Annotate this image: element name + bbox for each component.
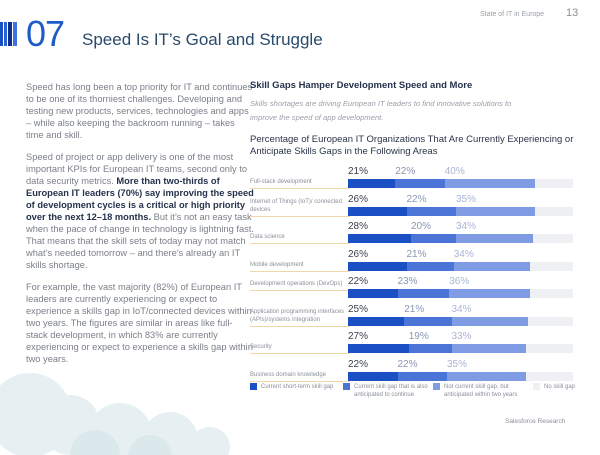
data-label: 35%	[456, 193, 477, 205]
paragraph-2-start: Speed of project or app delivery is one …	[26, 152, 248, 186]
data-label: 21%	[404, 303, 425, 315]
report-name: State of IT in Europe	[480, 11, 545, 18]
bar-segment	[408, 344, 452, 353]
row-label: Data science	[250, 233, 350, 244]
data-label: 22%	[395, 166, 416, 177]
source-credit: Salesforce Research	[505, 418, 566, 425]
bar-segment	[348, 289, 398, 298]
body-text: Speed has long been a top priority for I…	[26, 81, 254, 375]
row-label: Business domain knowledge	[250, 371, 350, 382]
legend-item: Current short-term skill gap	[250, 383, 333, 391]
data-label: 34%	[456, 221, 477, 232]
row-label: Security	[250, 343, 350, 354]
data-label: 28%	[348, 221, 369, 232]
legend-swatch	[250, 383, 257, 390]
bar-segment	[411, 234, 456, 243]
bar-segment	[406, 261, 454, 271]
bar-segment	[534, 206, 573, 216]
data-label: 26%	[348, 193, 369, 205]
bar-segment	[348, 371, 398, 381]
stripe	[0, 22, 3, 46]
row-label: Internet of Things (IoT)/ connected devi…	[250, 198, 350, 217]
bar-segment	[528, 316, 573, 326]
bar-segment	[348, 316, 405, 326]
paragraph-2: Speed of project or app delivery is one …	[26, 151, 254, 271]
data-label: 19%	[408, 331, 429, 342]
legend-label: No skill gap	[544, 384, 576, 390]
data-label: 34%	[453, 248, 474, 260]
bar-segment	[406, 206, 456, 216]
data-label: 25%	[348, 303, 369, 315]
bar-segment	[348, 206, 407, 216]
stripe	[13, 22, 17, 46]
legend-swatch	[433, 383, 440, 390]
page-title: Speed Is IT’s Goal and Struggle	[82, 30, 323, 49]
bar-segment	[534, 179, 573, 188]
stripe	[7, 22, 13, 46]
bar-segment	[348, 179, 396, 188]
data-label: 26%	[348, 248, 369, 260]
bar-segment	[530, 261, 573, 271]
legend-label: Current short-term skill gap	[261, 384, 334, 390]
chart-legend: Current short-term skill gap Current ski…	[250, 383, 580, 413]
legend-item: Current skill gap that is also anticipat…	[343, 383, 433, 399]
legend-label: Current skill gap that is also anticipat…	[354, 384, 428, 398]
data-label: 22%	[397, 358, 418, 370]
data-label: 34%	[451, 303, 472, 315]
data-label: 27%	[348, 331, 369, 342]
data-label: 21%	[348, 166, 369, 177]
bar-segment	[525, 371, 573, 381]
bar-segment	[456, 234, 533, 243]
data-label: 23%	[397, 276, 418, 287]
stripe	[3, 22, 7, 46]
legend-item: Not current skill gap, but anticipated w…	[433, 383, 528, 399]
chapter-stripes-icon	[0, 22, 17, 46]
bar-segment	[348, 234, 411, 243]
legend-swatch	[343, 383, 350, 390]
bar-segment	[348, 261, 407, 271]
legend-item: No skill gap	[533, 383, 575, 391]
paragraph-3: For example, the vast majority (82%) of …	[26, 282, 253, 364]
paragraph-1: Speed has long been a top priority for I…	[26, 82, 253, 140]
bar-segment	[532, 234, 573, 243]
data-label: 21%	[406, 248, 427, 260]
row-label: Development operations (DevOps)	[250, 280, 350, 291]
chart-title: Percentage of European IT Organizations …	[250, 134, 574, 157]
bar-segment	[449, 289, 531, 298]
bar-segment	[530, 289, 573, 298]
legend-swatch	[533, 383, 540, 390]
bar-segment	[404, 316, 452, 326]
page-number: 13	[566, 7, 579, 19]
section-subtitle: Skills shortages are driving European IT…	[250, 99, 512, 122]
data-label: 22%	[348, 358, 369, 370]
bar-segment	[453, 261, 531, 271]
data-label: 33%	[451, 331, 472, 342]
section-title: Skill Gaps Hamper Development Speed and …	[250, 80, 473, 91]
bar-segment	[348, 344, 409, 353]
bar-segment	[451, 344, 526, 353]
row-label: Mobile development	[250, 261, 350, 272]
chapter-number: 07	[26, 13, 65, 54]
bar-segment	[444, 179, 535, 188]
paragraph-2-bold: More than two-thirds of European IT lead…	[26, 176, 254, 222]
bar-segment	[456, 206, 535, 216]
data-label: 20%	[411, 221, 432, 232]
data-label: 22%	[348, 276, 369, 287]
bar-segment	[397, 289, 450, 298]
data-label: 40%	[444, 166, 465, 177]
bar-segment	[397, 371, 447, 381]
paragraph-2-end: But it’s not an easy task when the pace …	[26, 212, 254, 270]
data-label: 36%	[449, 276, 470, 287]
bar-segment	[395, 179, 445, 188]
bar-segment	[447, 371, 526, 381]
data-label: 35%	[447, 358, 468, 370]
clouds-illustration	[0, 373, 230, 455]
bar-segment	[525, 344, 573, 353]
bar-segment	[451, 316, 528, 326]
row-label: Application programming interfaces (APIs…	[250, 308, 350, 327]
data-label: 22%	[406, 193, 427, 205]
legend-label: Not current skill gap, but anticipated w…	[444, 384, 518, 398]
row-label: Full-stack development	[250, 178, 350, 189]
